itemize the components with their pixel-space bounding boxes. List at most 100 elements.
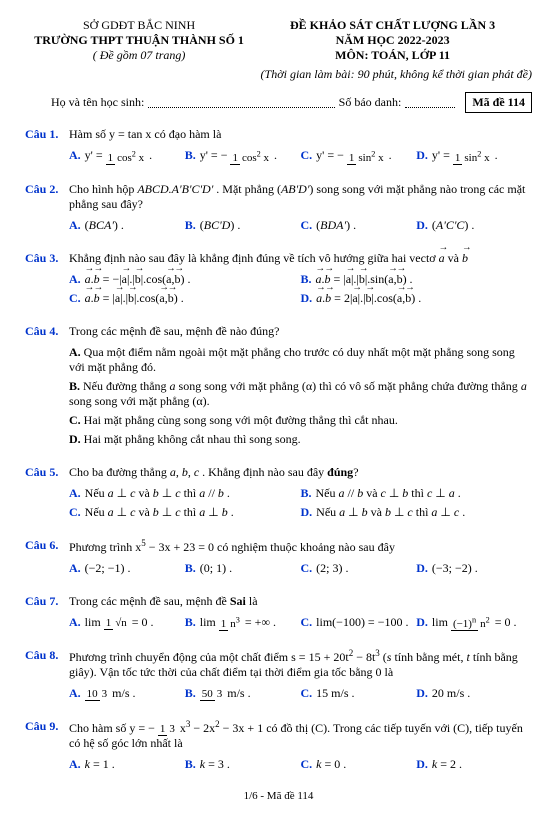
option-text: a.b = 2|a|.|b|.cos(a,b) . (316, 291, 421, 306)
question: Câu 5.Cho ba đường thẳng a, b, c . Khẳng… (25, 465, 532, 524)
option-label: D. (416, 615, 428, 631)
option: B.a.b = |a|.|b|.sin(a,b) . (301, 272, 533, 287)
question-stem: Cho hàm số y = − 13 x3 − 2x2 − 3x + 1 có… (69, 719, 532, 751)
question-stem: Cho hình hộp ABCD.A'B'C'D' . Mặt phẳng (… (69, 182, 532, 212)
option-text: lim 1n3 = +∞ . (200, 615, 276, 631)
option-label: C. (301, 218, 313, 233)
option: B. (0; 1) . (185, 561, 301, 576)
question-body: Cho ba đường thẳng a, b, c . Khẳng định … (69, 465, 532, 524)
options-row: A.k = 1 .B.k = 3 .C.k = 0 .D.k = 2 . (69, 757, 532, 776)
option: A.a.b = −|a|.|b|.cos(a,b) . (69, 272, 301, 287)
option-label: A. (69, 757, 81, 772)
subject: MÔN: TOÁN, LỚP 11 (253, 48, 532, 63)
option-label: C. (301, 561, 313, 576)
pages: ( Đề gồm 07 trang) (25, 48, 253, 63)
name-label: Họ và tên học sinh: (51, 95, 144, 110)
dept: SỞ GDĐT BẮC NINH (25, 18, 253, 33)
exam-header: SỞ GDĐT BẮC NINH TRƯỜNG THPT THUẬN THÀNH… (25, 18, 532, 63)
option-label: A. (69, 561, 81, 576)
option-label: A. (69, 218, 81, 233)
exam-title: ĐỀ KHẢO SÁT CHẤT LƯỢNG LẦN 3 (253, 18, 532, 33)
question-body: Trong các mệnh đề sau, mệnh đề Sai là A.l… (69, 594, 532, 635)
page-footer: 1/6 - Mã đề 114 (25, 790, 532, 802)
option: A.(−2; −1) . (69, 561, 185, 576)
option-label: D. (416, 561, 428, 576)
option-text: y' = 1sin2 x . (432, 148, 498, 164)
option-label: B. (185, 757, 196, 772)
option: C.(BDA') . (301, 218, 417, 233)
option: B.503 m/s . (185, 686, 301, 701)
option-label: C. (301, 686, 313, 701)
header-left: SỞ GDĐT BẮC NINH TRƯỜNG THPT THUẬN THÀNH… (25, 18, 253, 63)
option-text: k = 2 . (432, 757, 462, 772)
timing: (Thời gian làm bài: 90 phút, không kể th… (25, 67, 532, 82)
option-label: C. (301, 757, 313, 772)
options-row: A.Nếu a ⊥ c và b ⊥ c thì a // b .B.Nếu a… (69, 486, 532, 524)
question: Câu 6.Phương trình x5 − 3x + 23 = 0 có n… (25, 538, 532, 580)
option-text: 503 m/s . (200, 686, 251, 701)
questions-container: Câu 1.Hàm số y = tan x có đạo hàm làA.y'… (25, 127, 532, 776)
question-body: Phương trình chuyển động của một chất đi… (69, 648, 532, 705)
option: A. Nếu a ⊥ c và b ⊥ c thì a // b . (69, 486, 301, 501)
option-label: A. (69, 272, 81, 287)
option: D.20 m/s . (416, 686, 532, 701)
options-row: A.lim 1√n = 0 .B.lim 1n3 = +∞ .C.lim(−10… (69, 615, 532, 635)
option-label: D. (301, 291, 313, 306)
id-dots (405, 98, 455, 108)
option-label: B. (301, 486, 312, 501)
question: Câu 8.Phương trình chuyển động của một c… (25, 648, 532, 705)
options-row: A.a.b = −|a|.|b|.cos(a,b) .B.a.b = |a|.|… (69, 272, 532, 310)
option: D.a.b = 2|a|.|b|.cos(a,b) . (301, 291, 533, 306)
question-stem: Trong các mệnh đề sau, mệnh đề nào đúng? (69, 324, 532, 339)
id-label: Số báo danh: (339, 95, 402, 110)
option: B.k = 3 . (185, 757, 301, 772)
option-text: Nếu a ⊥ c và b ⊥ c thì a // b . (85, 486, 230, 501)
option: A. k = 1 . (69, 757, 185, 772)
option-label: B. (185, 561, 196, 576)
option-text: lim 1√n = 0 . (85, 615, 154, 631)
school: TRƯỜNG THPT THUẬN THÀNH SỐ 1 (25, 33, 253, 48)
sub-option: C. Hai mặt phẳng cùng song song với một … (69, 413, 532, 428)
option-text: (−3; −2) . (432, 561, 478, 576)
question-body: Hàm số y = tan x có đạo hàm làA.y' = 1co… (69, 127, 532, 168)
option-label: A. (69, 148, 81, 164)
question-stem: Trong các mệnh đề sau, mệnh đề Sai là (69, 594, 532, 609)
question-body: Cho hàm số y = − 13 x3 − 2x2 − 3x + 1 có… (69, 719, 532, 776)
option: D.y' = 1sin2 x . (416, 148, 532, 164)
option-text: (A'C'C) . (432, 218, 474, 233)
option-label: A. (69, 486, 81, 501)
option-text: (2; 3) . (316, 561, 348, 576)
question-label: Câu 1. (25, 127, 69, 168)
option-text: (BCA') . (85, 218, 124, 233)
question-body: Trong các mệnh đề sau, mệnh đề nào đúng?… (69, 324, 532, 451)
question-stem: Phương trình x5 − 3x + 23 = 0 có nghiệm … (69, 538, 532, 555)
sub-option: D. Hai mặt phẳng không cắt nhau thì song… (69, 432, 532, 447)
option-text: Nếu a ⊥ b và b ⊥ c thì a ⊥ c . (316, 505, 465, 520)
option-label: C. (301, 148, 313, 164)
option: D.Nếu a ⊥ b và b ⊥ c thì a ⊥ c . (301, 505, 533, 520)
option-text: Nếu a ⊥ c và b ⊥ c thì a ⊥ b . (85, 505, 234, 520)
option-text: 15 m/s . (316, 686, 354, 701)
option: A. (BCA') . (69, 218, 185, 233)
option-text: (0; 1) . (200, 561, 232, 576)
option-text: (BDA') . (316, 218, 356, 233)
option: C.y' = − 1sin2 x . (301, 148, 417, 164)
option: C.lim(−100) = −100 . (301, 615, 417, 631)
question-label: Câu 3. (25, 251, 69, 310)
options-row: A.103 m/s .B.503 m/s .C.15 m/s .D.20 m/s… (69, 686, 532, 705)
question-body: Cho hình hộp ABCD.A'B'C'D' . Mặt phẳng (… (69, 182, 532, 237)
option-label: D. (301, 505, 313, 520)
option: B.Nếu a // b và c ⊥ b thì c ⊥ a . (301, 486, 533, 501)
option-text: y' = − 1cos2 x . (200, 148, 277, 164)
option: C.a.b = |a|.|b|.cos(a,b) . (69, 291, 301, 306)
option-text: lim (−1)nn2 = 0 . (432, 615, 517, 631)
question: Câu 2.Cho hình hộp ABCD.A'B'C'D' . Mặt p… (25, 182, 532, 237)
question-label: Câu 2. (25, 182, 69, 237)
question-stem: Cho ba đường thẳng a, b, c . Khẳng định … (69, 465, 532, 480)
option-text: lim(−100) = −100 . (316, 615, 408, 631)
option-text: y' = − 1sin2 x . (316, 148, 391, 164)
option-text: k = 1 . (85, 757, 115, 772)
sub-option: B. Nếu đường thẳng a song song với mặt p… (69, 379, 532, 409)
header-right: ĐỀ KHẢO SÁT CHẤT LƯỢNG LẦN 3 NĂM HỌC 202… (253, 18, 532, 63)
question: Câu 4.Trong các mệnh đề sau, mệnh đề nào… (25, 324, 532, 451)
